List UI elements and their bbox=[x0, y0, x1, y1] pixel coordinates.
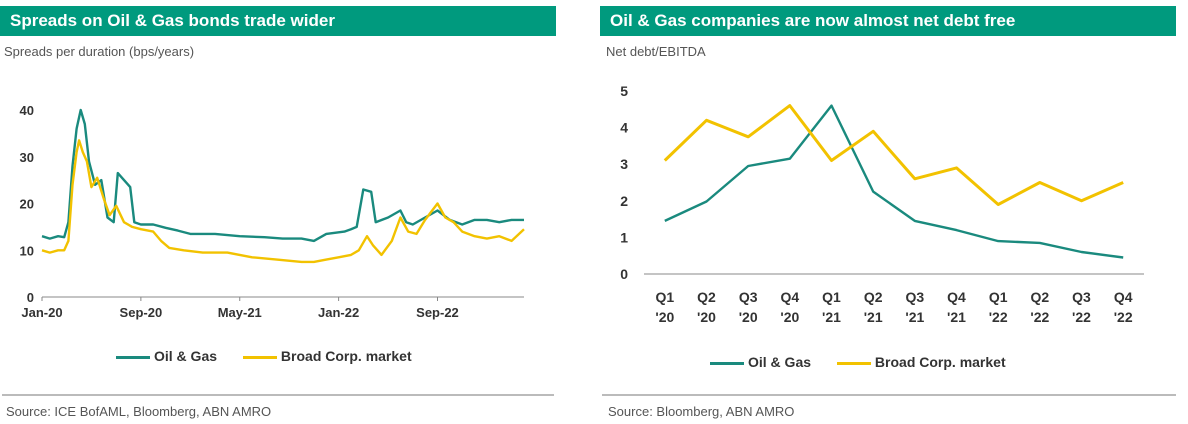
y-tick-label: 30 bbox=[20, 150, 34, 165]
legend-swatch-broad bbox=[836, 361, 871, 365]
legend-label-oil-gas: Oil & Gas bbox=[154, 348, 218, 364]
x-tick-label: Jan-20 bbox=[21, 305, 62, 320]
y-tick-label: 0 bbox=[27, 290, 34, 305]
x-tick-label: May-21 bbox=[218, 305, 262, 320]
x-tick-label: Jan-22 bbox=[318, 305, 359, 320]
right-chart-title: Oil & Gas companies are now almost net d… bbox=[600, 6, 1176, 36]
legend-item-broad: Broad Corp. market bbox=[242, 348, 412, 364]
y-tick-label: 40 bbox=[20, 103, 34, 118]
y-tick-label: 4 bbox=[620, 120, 628, 136]
spreads-line-chart: 0 10 20 30 40 Jan-20 Sep-20 May-21 Jan-22 Sep-22 bbox=[20, 103, 525, 320]
left-source-note: Source: ICE BofAML, Bloomberg, ABN AMRO bbox=[6, 404, 272, 419]
left-chart-panel: Spreads on Oil & Gas bonds trade wider S… bbox=[0, 0, 560, 424]
series-line-oil-gas bbox=[41, 108, 524, 243]
x-tick-label: Sep-22 bbox=[416, 305, 459, 320]
y-tick-label: 3 bbox=[620, 156, 628, 172]
legend-swatch-oil-gas bbox=[710, 361, 744, 365]
legend-swatch-broad bbox=[242, 355, 277, 359]
left-chart-subtitle: Spreads per duration (bps/years) bbox=[4, 44, 195, 59]
x-tick-label: Q4'22 bbox=[1114, 289, 1133, 325]
legend-label-broad: Broad Corp. market bbox=[280, 348, 412, 364]
right-chart-panel: Oil & Gas companies are now almost net d… bbox=[600, 0, 1188, 424]
left-divider bbox=[2, 394, 554, 396]
right-divider bbox=[602, 394, 1176, 396]
y-tick-label: 0 bbox=[620, 266, 628, 282]
series-line-oil-gas bbox=[664, 104, 1124, 259]
y-tick-label: 20 bbox=[20, 197, 34, 212]
legend-label-broad: Broad Corp. market bbox=[874, 354, 1006, 370]
x-tick-label: Q2'22 bbox=[1030, 289, 1049, 325]
x-tick-label: Q1'21 bbox=[822, 289, 841, 325]
x-tick-label: Q3'21 bbox=[905, 289, 924, 325]
legend-item-broad: Broad Corp. market bbox=[836, 354, 1006, 370]
y-tick-label: 2 bbox=[620, 193, 628, 209]
x-tick-label: Q4'20 bbox=[780, 289, 799, 325]
right-source-note: Source: Bloomberg, ABN AMRO bbox=[608, 404, 795, 419]
series-line-broad-corp-market bbox=[41, 139, 525, 264]
right-chart-subtitle: Net debt/EBITDA bbox=[606, 44, 706, 59]
legend-item-oil-gas: Oil & Gas bbox=[710, 354, 811, 370]
right-legend: Oil & Gas Broad Corp. market bbox=[710, 354, 1028, 370]
legend-label-oil-gas: Oil & Gas bbox=[748, 354, 812, 370]
left-legend: Oil & Gas Broad Corp. market bbox=[116, 348, 434, 364]
x-tick-label: Q4'21 bbox=[947, 289, 966, 325]
x-tick-label: Q3'20 bbox=[739, 289, 758, 325]
x-tick-label: Q2'20 bbox=[697, 289, 716, 325]
series-line-broad-corp-market bbox=[663, 104, 1124, 206]
legend-swatch-oil-gas bbox=[116, 355, 150, 359]
y-tick-label: 1 bbox=[620, 229, 628, 245]
left-chart-title: Spreads on Oil & Gas bonds trade wider bbox=[0, 6, 556, 36]
x-tick-label: Q1'20 bbox=[655, 289, 674, 325]
net-debt-line-chart: 0 1 2 3 4 5 Q1'20 Q2'20 Q3'20 Q4'20 Q1'21 Q2'21 Q3'2… bbox=[620, 83, 1144, 325]
x-tick-label: Q1'22 bbox=[989, 289, 1008, 325]
y-tick-label: 5 bbox=[620, 83, 628, 99]
x-tick-label: Sep-20 bbox=[120, 305, 163, 320]
legend-item-oil-gas: Oil & Gas bbox=[116, 348, 217, 364]
x-tick-label: Q3'22 bbox=[1072, 289, 1091, 325]
x-tick-label: Q2'21 bbox=[864, 289, 883, 325]
y-tick-label: 10 bbox=[20, 243, 34, 258]
